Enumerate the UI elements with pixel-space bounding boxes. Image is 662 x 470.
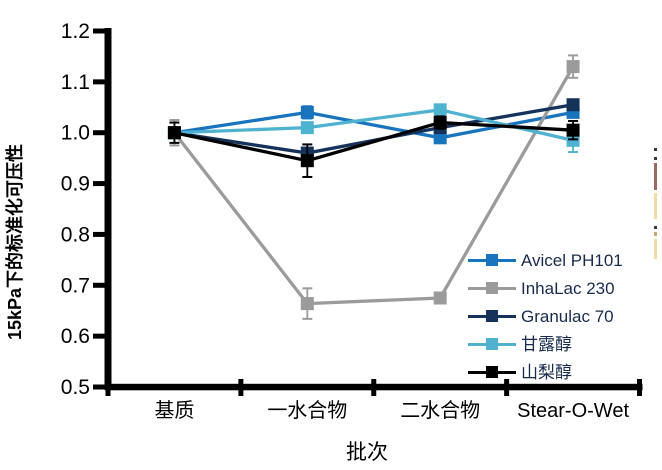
y-tick xyxy=(93,79,111,85)
y-axis-spine xyxy=(104,28,112,390)
data-point-marker xyxy=(433,116,447,130)
legend-label: 甘露醇 xyxy=(521,334,572,354)
y-axis-tick-labels: 1.2 1.1 1.0 0.9 0.8 0.7 0.6 0.5 xyxy=(61,20,90,399)
data-point-marker xyxy=(566,60,580,74)
y-tick-label: 0.8 xyxy=(61,223,90,246)
y-tick xyxy=(93,231,111,237)
legend-square-marker-icon xyxy=(486,365,498,378)
legend-item: Granulac 70 xyxy=(468,302,658,330)
legend-line-swatch xyxy=(468,253,516,266)
x-tick xyxy=(371,379,377,396)
data-point-marker xyxy=(300,297,314,311)
y-tick-label: 1.2 xyxy=(61,20,90,43)
legend-label: 山梨醇 xyxy=(521,362,572,382)
legend-item: 甘露醇 xyxy=(468,330,658,358)
data-point-marker xyxy=(566,133,580,147)
legend-line-swatch xyxy=(468,281,516,294)
data-series xyxy=(167,54,580,320)
edge-artifact-fragment xyxy=(654,148,657,151)
y-tick xyxy=(93,28,111,34)
series-line xyxy=(173,65,575,306)
y-tick-label: 0.9 xyxy=(61,173,90,196)
x-tick xyxy=(105,379,111,396)
data-point-marker xyxy=(300,154,314,168)
edge-artifact-fragment xyxy=(654,226,657,229)
x-category-label: 二水合物 xyxy=(400,399,480,422)
legend-line-swatch xyxy=(468,337,516,350)
x-category-label: 基质 xyxy=(154,399,194,422)
data-point-marker xyxy=(566,123,580,137)
legend-square-marker-icon xyxy=(486,253,498,266)
data-point-marker xyxy=(566,98,580,112)
series-山梨醇 xyxy=(167,115,580,178)
edge-artifact-fragment xyxy=(654,193,657,219)
legend: Avicel PH101 InhaLac 230 Granulac 70 甘露醇山梨醇 xyxy=(468,246,658,386)
legend-square-marker-icon xyxy=(486,281,498,294)
edge-artifact-fragment xyxy=(654,157,657,160)
y-tick xyxy=(93,181,111,187)
y-tick xyxy=(93,130,111,136)
x-tick xyxy=(637,379,642,396)
x-tick xyxy=(504,379,510,396)
x-tick xyxy=(238,379,244,396)
legend-square-marker-icon xyxy=(486,337,498,350)
y-tick-label: 1.1 xyxy=(61,71,90,94)
x-axis-title: 批次 xyxy=(346,441,388,464)
data-point-marker xyxy=(433,291,447,305)
edge-artifact-fragment xyxy=(654,163,657,190)
data-point-marker xyxy=(300,105,314,119)
legend-item: InhaLac 230 xyxy=(468,274,658,302)
y-tick-label: 0.5 xyxy=(61,376,90,399)
y-tick-label: 0.7 xyxy=(61,274,90,297)
y-tick xyxy=(93,282,111,288)
legend-line-swatch xyxy=(468,365,516,378)
data-point-marker xyxy=(433,103,447,117)
x-category-label: Stear-O-Wet xyxy=(517,400,629,422)
legend-square-marker-icon xyxy=(486,309,498,322)
legend-label: Granulac 70 xyxy=(521,306,614,326)
data-point-marker xyxy=(433,131,447,145)
y-tick-label: 1.0 xyxy=(61,122,90,145)
y-axis-title: 15kPa下的标准化可压性 xyxy=(4,144,25,340)
y-axis-ticks xyxy=(93,28,111,390)
series-line xyxy=(174,120,574,163)
legend-item: 山梨醇 xyxy=(468,358,658,386)
data-point-marker xyxy=(300,121,314,135)
x-axis-category-labels: 基质 一水合物 二水合物 Stear-O-Wet xyxy=(154,399,629,422)
x-category-label: 一水合物 xyxy=(267,399,347,422)
data-point-marker xyxy=(167,126,181,140)
x-axis-ticks xyxy=(105,379,642,396)
legend-line-swatch xyxy=(468,309,516,322)
legend-label: Avicel PH101 xyxy=(521,250,623,270)
series-Avicel PH101 xyxy=(167,105,580,145)
edge-artifact-fragment xyxy=(654,239,657,259)
edge-artifact-fragment xyxy=(654,232,657,236)
y-tick xyxy=(93,384,111,390)
legend-item: Avicel PH101 xyxy=(468,246,658,274)
y-tick-label: 0.6 xyxy=(61,325,90,348)
legend-label: InhaLac 230 xyxy=(521,278,615,298)
y-tick xyxy=(93,333,111,339)
